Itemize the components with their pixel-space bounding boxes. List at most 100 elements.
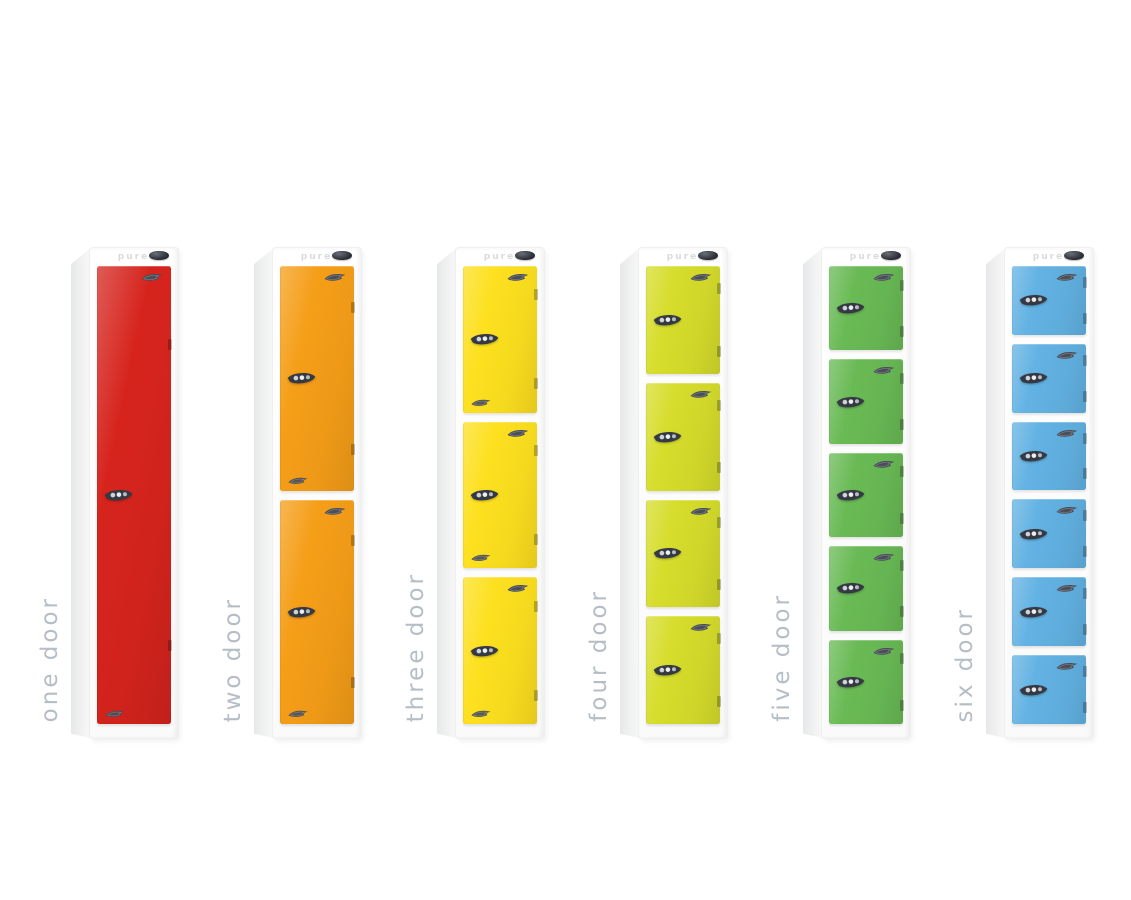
locker-cabinet: pure	[436, 248, 544, 738]
hinge-tab	[900, 512, 904, 524]
hinge-tab	[1083, 390, 1087, 402]
cabinet-bottom-frame	[90, 724, 178, 738]
locker-six-door: six door pure	[951, 248, 1093, 738]
hinge-tab	[1083, 546, 1087, 558]
door-handle-icon	[690, 390, 712, 398]
door-handle-icon	[1056, 351, 1078, 359]
locker-door-count-label: five door	[768, 593, 795, 722]
cabinet-bottom-frame	[456, 724, 544, 738]
brand-text: pure	[483, 252, 516, 262]
hinge-tab	[900, 466, 904, 478]
locker-door	[279, 499, 355, 724]
locker-door	[828, 546, 904, 631]
cabinet-front: pure	[1004, 248, 1093, 738]
hinge-tab	[717, 462, 721, 474]
cabinet-side-panel	[802, 248, 823, 738]
door-handle-icon	[690, 273, 712, 281]
locker-cabinet: pure	[70, 248, 178, 738]
locker-door	[279, 266, 355, 491]
cabinet-side-panel	[70, 248, 91, 738]
hinge-tab	[534, 378, 538, 390]
door-handle-icon	[324, 273, 346, 281]
cabinet-bottom-frame	[822, 724, 910, 738]
top-latch-icon	[697, 251, 718, 260]
locker-door	[828, 266, 904, 351]
cabinet-side-panel	[436, 248, 457, 738]
cabinet-top-frame: pure	[1005, 248, 1093, 266]
hinge-tab	[168, 339, 172, 351]
door-lower-handle-icon	[471, 710, 491, 718]
cabinet-front: pure	[89, 248, 178, 738]
hinge-tab	[900, 325, 904, 337]
door-handle-icon	[507, 585, 529, 593]
hinge-tab	[534, 600, 538, 612]
locker-door	[645, 616, 721, 724]
cabinet-bottom-frame	[639, 724, 727, 738]
combination-lock-icon	[470, 334, 499, 345]
locker-three-door: three door pure	[403, 248, 544, 738]
hinge-tab	[534, 289, 538, 301]
locker-door	[96, 266, 172, 724]
hinge-tab	[717, 579, 721, 591]
door-handle-icon	[507, 429, 529, 437]
locker-door	[462, 421, 538, 569]
hinge-tab	[717, 399, 721, 411]
hinge-tab	[717, 283, 721, 295]
door-handle-icon	[1056, 585, 1078, 593]
door-stack	[456, 266, 544, 725]
cabinet-top-frame: pure	[456, 248, 544, 266]
door-handle-icon	[873, 554, 895, 562]
door-lower-handle-icon	[288, 710, 308, 718]
door-handle-icon	[690, 624, 712, 632]
top-latch-icon	[1063, 251, 1084, 260]
locker-door	[462, 266, 538, 413]
hinge-tab	[534, 689, 538, 701]
cabinet-front: pure	[638, 248, 727, 738]
door-stack	[273, 266, 361, 724]
hinge-tab	[351, 535, 355, 547]
combination-lock-icon	[653, 665, 682, 676]
door-handle-icon	[873, 273, 895, 281]
hinge-tab	[1083, 588, 1087, 600]
top-latch-icon	[880, 251, 901, 260]
combination-lock-icon	[470, 645, 499, 657]
combination-lock-icon	[836, 396, 865, 407]
hinge-tab	[1083, 277, 1087, 288]
locker-cabinet: pure	[985, 248, 1093, 738]
brand-text: pure	[666, 252, 699, 262]
hinge-tab	[1083, 666, 1087, 678]
cabinet-top-frame: pure	[822, 248, 910, 266]
cabinet-side-panel	[619, 248, 640, 738]
locker-door	[828, 359, 904, 444]
locker-five-door: five door pure	[768, 248, 910, 738]
brand-text: pure	[300, 252, 333, 262]
combination-lock-icon	[653, 431, 682, 442]
combination-lock-icon	[1019, 528, 1048, 540]
hinge-tab	[1083, 354, 1087, 366]
combination-lock-icon	[653, 548, 682, 559]
hinge-tab	[1083, 701, 1087, 713]
combination-lock-icon	[836, 303, 865, 314]
combination-lock-icon	[1019, 451, 1048, 462]
hinge-tab	[717, 345, 721, 357]
hinge-tab	[900, 559, 904, 571]
door-handle-icon	[873, 647, 895, 655]
door-handle-icon	[873, 367, 895, 375]
locker-door	[645, 266, 721, 374]
combination-lock-icon	[836, 583, 865, 594]
door-handle-icon	[324, 507, 346, 515]
locker-door	[1011, 343, 1087, 413]
locker-door-count-label: six door	[951, 606, 978, 723]
hinge-tab	[1083, 468, 1087, 480]
door-handle-icon	[873, 460, 895, 468]
door-stack	[822, 266, 910, 725]
locker-door	[645, 499, 721, 608]
combination-lock-icon	[653, 314, 682, 326]
cabinet-top-frame: pure	[273, 248, 361, 266]
door-stack	[90, 266, 178, 724]
locker-door	[462, 577, 538, 725]
brand-text: pure	[117, 252, 150, 262]
hinge-tab	[900, 372, 904, 384]
door-handle-icon	[1056, 507, 1078, 515]
door-lower-handle-icon	[471, 399, 491, 406]
